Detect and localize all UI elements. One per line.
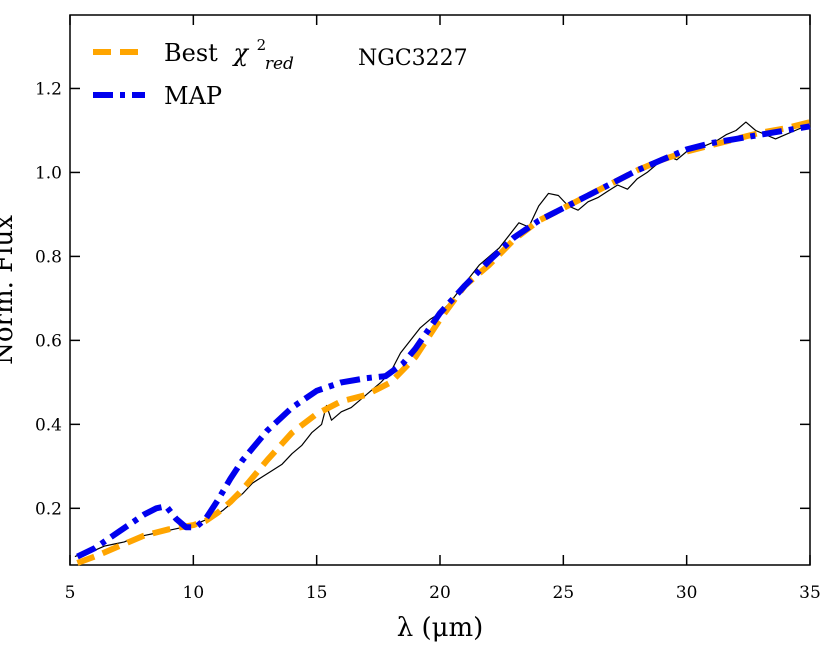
y-axis-label: Norm. Flux — [0, 215, 19, 365]
x-tick-label: 10 — [183, 583, 205, 603]
x-tick-label: 35 — [799, 583, 821, 603]
legend-label-subscript: red — [265, 54, 294, 74]
legend-label-superscript: 2 — [257, 36, 267, 54]
x-tick-label: 25 — [553, 583, 575, 603]
ticks-layer — [69, 15, 811, 565]
series-line-best-red — [76, 119, 811, 566]
y-tick-label: 1.0 — [35, 163, 62, 183]
legend-label-best-main: Best — [164, 39, 218, 67]
y-tick-label: 0.4 — [35, 415, 62, 435]
x-tick-label: 15 — [306, 583, 328, 603]
legend-label-best-chi2: Best χ 2 red — [164, 28, 294, 74]
chart-annotation: NGC3227 — [358, 46, 468, 71]
legend-label-chi-symbol: χ — [231, 39, 249, 67]
y-tick-label: 1.2 — [35, 79, 62, 99]
legend-label-map: MAP — [164, 82, 222, 110]
x-tick-label: 20 — [429, 583, 451, 603]
series-layer — [74, 119, 811, 566]
series-line-observed — [74, 121, 806, 558]
tick-labels-layer: 5 10 15 20 25 30 35 0.2 0.4 0.6 0.8 1.0 1.2 — [35, 79, 821, 603]
x-tick-label: 5 — [65, 583, 76, 603]
y-tick-label: 0.2 — [35, 499, 62, 519]
y-tick-label: 0.6 — [35, 331, 62, 351]
legend: Best χ 2 red MAP — [93, 28, 294, 110]
x-tick-label: 30 — [676, 583, 698, 603]
y-tick-label: 0.8 — [35, 247, 62, 267]
x-axis-label: λ (μm) — [397, 613, 484, 643]
series-line-map — [76, 123, 811, 560]
